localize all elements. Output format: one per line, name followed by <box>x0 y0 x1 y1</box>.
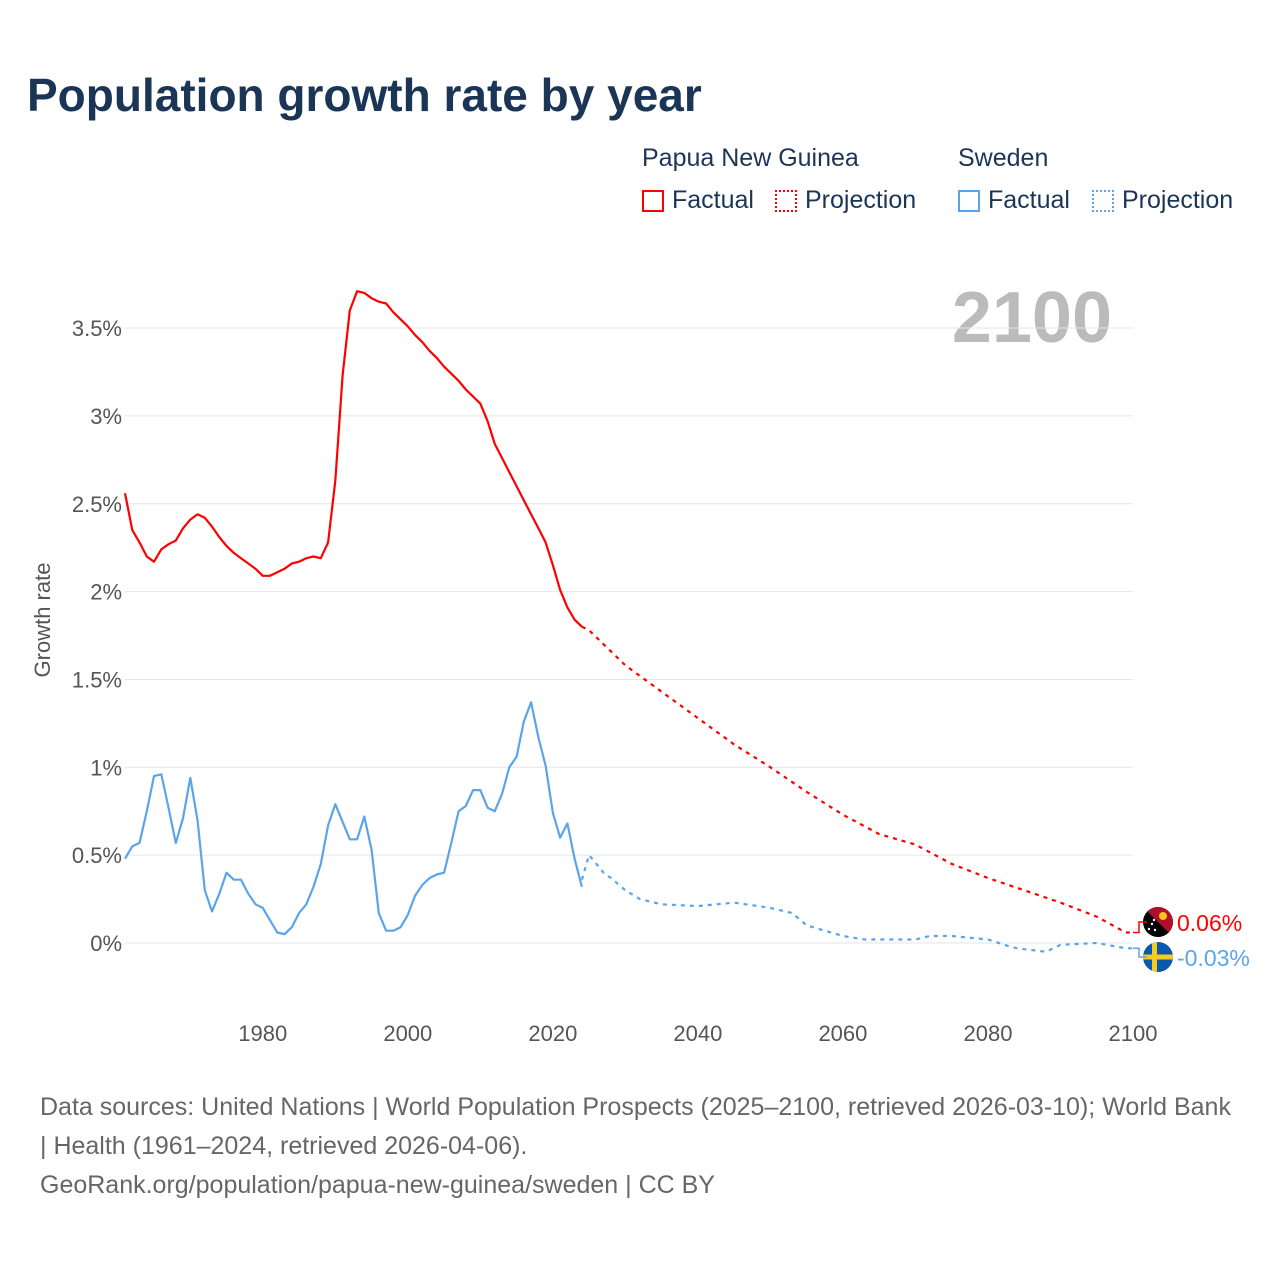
leader-line <box>1133 947 1147 958</box>
sweden-projection-line <box>580 853 1133 953</box>
y-axis-label: Growth rate <box>30 563 55 678</box>
leader-line <box>1133 921 1147 934</box>
sweden-flag-icon <box>1143 942 1173 972</box>
legend-label: Projection <box>1122 186 1234 214</box>
x-tick-label: 2100 <box>1109 1021 1158 1046</box>
y-tick-label: 0.5% <box>72 843 122 868</box>
x-tick-label: 2000 <box>383 1021 432 1046</box>
legend-png-factual[interactable]: Factual <box>642 186 754 215</box>
chart-title: Population growth rate by year <box>27 69 702 121</box>
legend-png-projection[interactable]: Projection <box>775 186 916 215</box>
dotted-swatch-icon <box>1092 189 1114 212</box>
papua-new-guinea-flag-icon <box>1143 907 1173 937</box>
source-note: Data sources: United Nations | World Pop… <box>40 1088 1240 1205</box>
legend-label: Projection <box>805 186 917 214</box>
solid-swatch-icon <box>642 189 664 212</box>
y-tick-label: 2% <box>90 580 122 605</box>
end-value-label: -0.03% <box>1177 945 1250 971</box>
sweden-factual-line <box>124 701 583 936</box>
legend-sweden-factual[interactable]: Factual <box>958 186 1070 215</box>
x-tick-label: 2060 <box>818 1021 867 1046</box>
papua-new-guinea-projection-line <box>581 625 1133 934</box>
y-tick-label: 3.5% <box>72 316 122 341</box>
y-tick-label: 1% <box>90 755 122 780</box>
legend-label: Factual <box>672 186 754 214</box>
attribution-link[interactable]: GeoRank.org/population/papua-new-guinea/… <box>40 1171 715 1199</box>
y-tick-label: 0% <box>90 931 122 956</box>
x-tick-label: 2040 <box>673 1021 722 1046</box>
current-year-label: 2100 <box>952 278 1112 358</box>
legend-sweden-projection[interactable]: Projection <box>1092 186 1233 215</box>
end-value-label: 0.06% <box>1177 910 1242 936</box>
y-tick-label: 2.5% <box>72 492 122 517</box>
data-sources: Data sources: United Nations | World Pop… <box>40 1093 1231 1160</box>
legend-label: Factual <box>988 186 1070 214</box>
x-tick-label: 2020 <box>528 1021 577 1046</box>
y-tick-label: 3% <box>90 404 122 429</box>
y-tick-label: 1.5% <box>72 667 122 692</box>
legend-group-papua-new-guinea: Papua New Guinea <box>642 144 859 172</box>
line-chart: Growth rate 2100 0% 0.5% 1% 1.5% 2% 2.5% 3% 3.5… <box>30 278 1250 1046</box>
dotted-swatch-icon <box>775 189 797 212</box>
papua-new-guinea-factual-line <box>123 290 583 628</box>
x-tick-label: 1980 <box>238 1021 287 1046</box>
x-tick-label: 2080 <box>963 1021 1012 1046</box>
legend-group-sweden: Sweden <box>958 144 1049 172</box>
solid-swatch-icon <box>958 189 980 212</box>
